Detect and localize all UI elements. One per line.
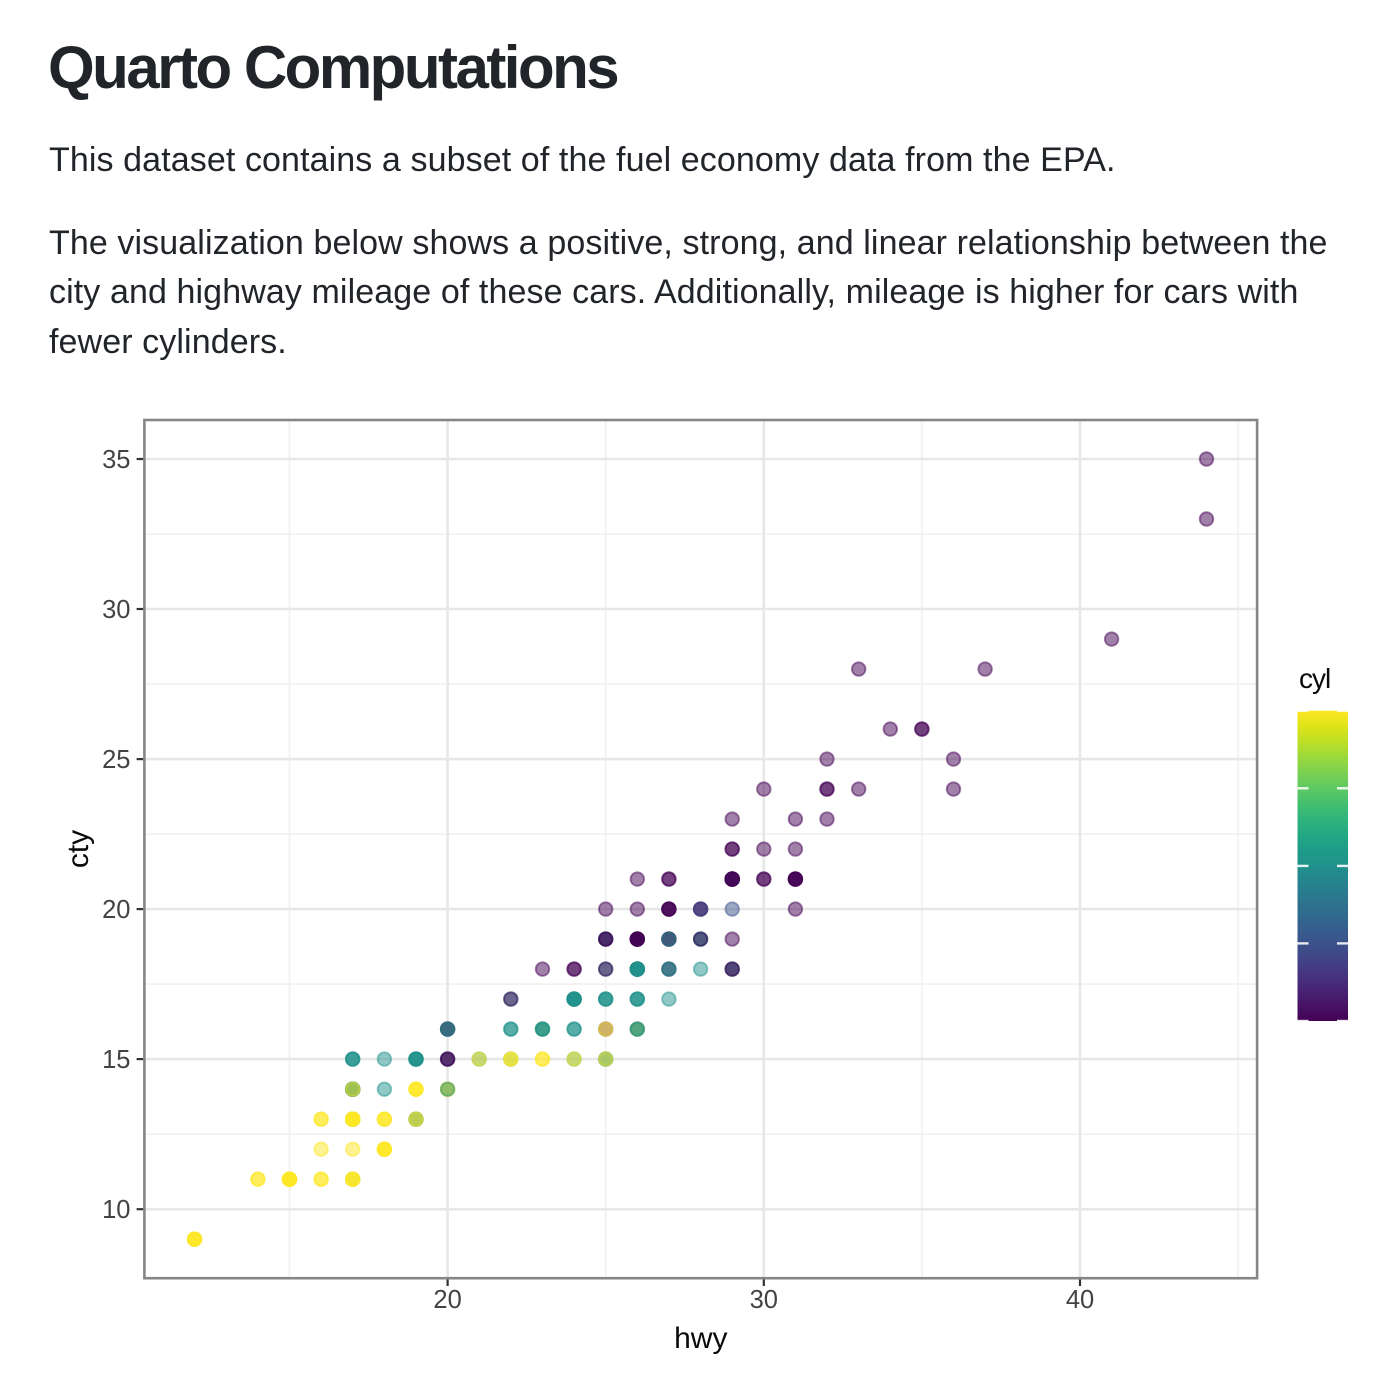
svg-text:35: 35	[102, 446, 130, 474]
svg-text:10: 10	[102, 1196, 130, 1224]
svg-text:20: 20	[433, 1286, 461, 1314]
svg-text:40: 40	[1066, 1286, 1094, 1314]
svg-text:15: 15	[102, 1046, 130, 1074]
svg-text:hwy: hwy	[674, 1322, 727, 1355]
svg-text:20: 20	[102, 896, 130, 924]
svg-text:cyl: cyl	[1299, 663, 1330, 694]
svg-text:cty: cty	[62, 830, 95, 868]
svg-text:30: 30	[750, 1286, 778, 1314]
svg-text:30: 30	[102, 596, 130, 624]
svg-text:25: 25	[102, 746, 130, 774]
